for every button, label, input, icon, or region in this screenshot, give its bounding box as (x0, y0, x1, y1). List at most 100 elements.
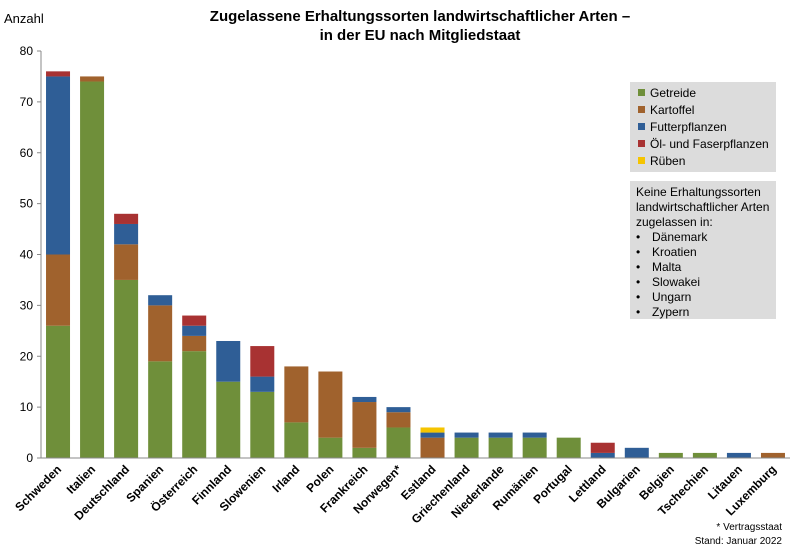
bar-segment (216, 340, 241, 382)
bullet: • (636, 245, 641, 259)
bar-segment (590, 452, 615, 458)
y-tick-label: 20 (20, 349, 34, 363)
bar-segment (522, 432, 547, 438)
bar-segment (284, 366, 309, 423)
bar-segment (488, 437, 513, 458)
bar-segment (556, 437, 581, 458)
bullet: • (636, 290, 641, 304)
legend-item-futterpflanzen: Futterpflanzen (638, 119, 727, 135)
legend-swatch (638, 106, 645, 113)
bar-segment (182, 335, 207, 352)
bar-segment (658, 452, 683, 458)
bar-segment (114, 244, 139, 280)
y-tick-label: 30 (20, 298, 34, 312)
y-tick-label: 10 (20, 400, 34, 414)
bar-segment (148, 305, 173, 362)
bar-segment (760, 452, 785, 458)
country-name: Ungarn (652, 290, 692, 304)
legend-swatch (638, 140, 645, 147)
legend-label: Futterpflanzen (650, 120, 727, 134)
y-axis-label: Anzahl (4, 11, 44, 26)
footnote-stand: Stand: Januar 2022 (694, 536, 782, 547)
legend-swatch (638, 157, 645, 164)
bar-segment (46, 76, 71, 255)
x-tick-label: Irland (269, 462, 302, 495)
bar-segment (250, 346, 275, 377)
bullet: • (636, 260, 641, 274)
legend-label: Rüben (650, 154, 686, 168)
bullet: • (636, 305, 641, 319)
legend-label: Getreide (650, 86, 697, 100)
note-line: Keine Erhaltungssorten (636, 185, 761, 199)
chart-title-line-2: in der EU nach Mitgliedstaat (319, 27, 521, 44)
x-tick-label: Schweden (12, 462, 64, 514)
bar-segment (114, 213, 139, 224)
bar-segment (182, 315, 207, 326)
y-tick-label: 50 (20, 197, 34, 211)
legend-label: Öl- und Faserpflanzen (650, 137, 769, 151)
country-name: Dänemark (652, 230, 708, 244)
country-name: Slowakei (652, 275, 701, 289)
note-list-item: • Zypern (636, 304, 689, 320)
bar-segment (46, 325, 71, 458)
bar-segment (352, 396, 377, 403)
y-tick-label: 60 (20, 146, 34, 160)
bar-segment (284, 422, 309, 458)
bar-segment (522, 437, 547, 458)
note-line: landwirtschaftlicher Arten (636, 200, 770, 214)
bar-segment (148, 295, 173, 306)
footnote-vertragsstaat: * Vertragsstaat (716, 522, 782, 533)
legend-label: Kartoffel (650, 103, 695, 117)
country-name: Kroatien (652, 245, 697, 259)
note-list-item: • Ungarn (636, 289, 691, 305)
no-varieties-note: Keine Erhaltungssorten landwirtschaftlic… (630, 181, 776, 319)
note-list-item: • Dänemark (636, 229, 707, 245)
legend-item-getreide: Getreide (638, 85, 696, 101)
bar-segment (726, 452, 751, 458)
bar-segment (318, 437, 343, 458)
bar-segment (182, 325, 207, 336)
bar-segment (488, 432, 513, 438)
bullet: • (636, 275, 641, 289)
note-list-item: • Kroatien (636, 244, 697, 260)
bar-segment (46, 71, 71, 77)
y-tick-label: 80 (20, 44, 34, 58)
bullet: • (636, 230, 641, 244)
bar-segment (80, 76, 105, 82)
bar-segment (454, 437, 479, 458)
bar-segment (318, 371, 343, 438)
bar-segment (216, 381, 241, 458)
bar-segment (250, 391, 275, 458)
bar-segment (386, 412, 411, 428)
bar-segment (352, 447, 377, 458)
chart-title-line-1: Zugelassene Erhaltungssorten landwirtsch… (209, 8, 631, 25)
legend-item-rueben: Rüben (638, 153, 685, 169)
bar-segment (182, 351, 207, 458)
bar-segment (114, 223, 139, 245)
bar-segment (386, 427, 411, 458)
y-tick-label: 70 (20, 95, 34, 109)
bar-segment (352, 402, 377, 448)
bar-segment (114, 279, 139, 458)
bar-segment (250, 376, 275, 392)
country-name: Zypern (652, 305, 690, 319)
legend-swatch (638, 89, 645, 96)
y-tick-label: 0 (26, 451, 33, 465)
note-line: zugelassen in: (636, 215, 713, 229)
legend-swatch (638, 123, 645, 130)
legend: Getreide Kartoffel Futterpflanzen Öl- un… (630, 82, 776, 172)
bar-segment (46, 254, 71, 326)
bar-segment (420, 437, 445, 458)
bar-segment (148, 361, 173, 458)
bar-segment (454, 432, 479, 438)
note-list-item: • Slowakei (636, 274, 700, 290)
bar-segment (590, 442, 615, 453)
bar-segment (386, 407, 411, 413)
note-list-item: • Malta (636, 259, 681, 275)
bar-segment (420, 427, 445, 433)
legend-item-kartoffel: Kartoffel (638, 102, 694, 118)
bar-segment (420, 432, 445, 438)
country-name: Malta (652, 260, 682, 274)
bar-segment (80, 81, 105, 459)
